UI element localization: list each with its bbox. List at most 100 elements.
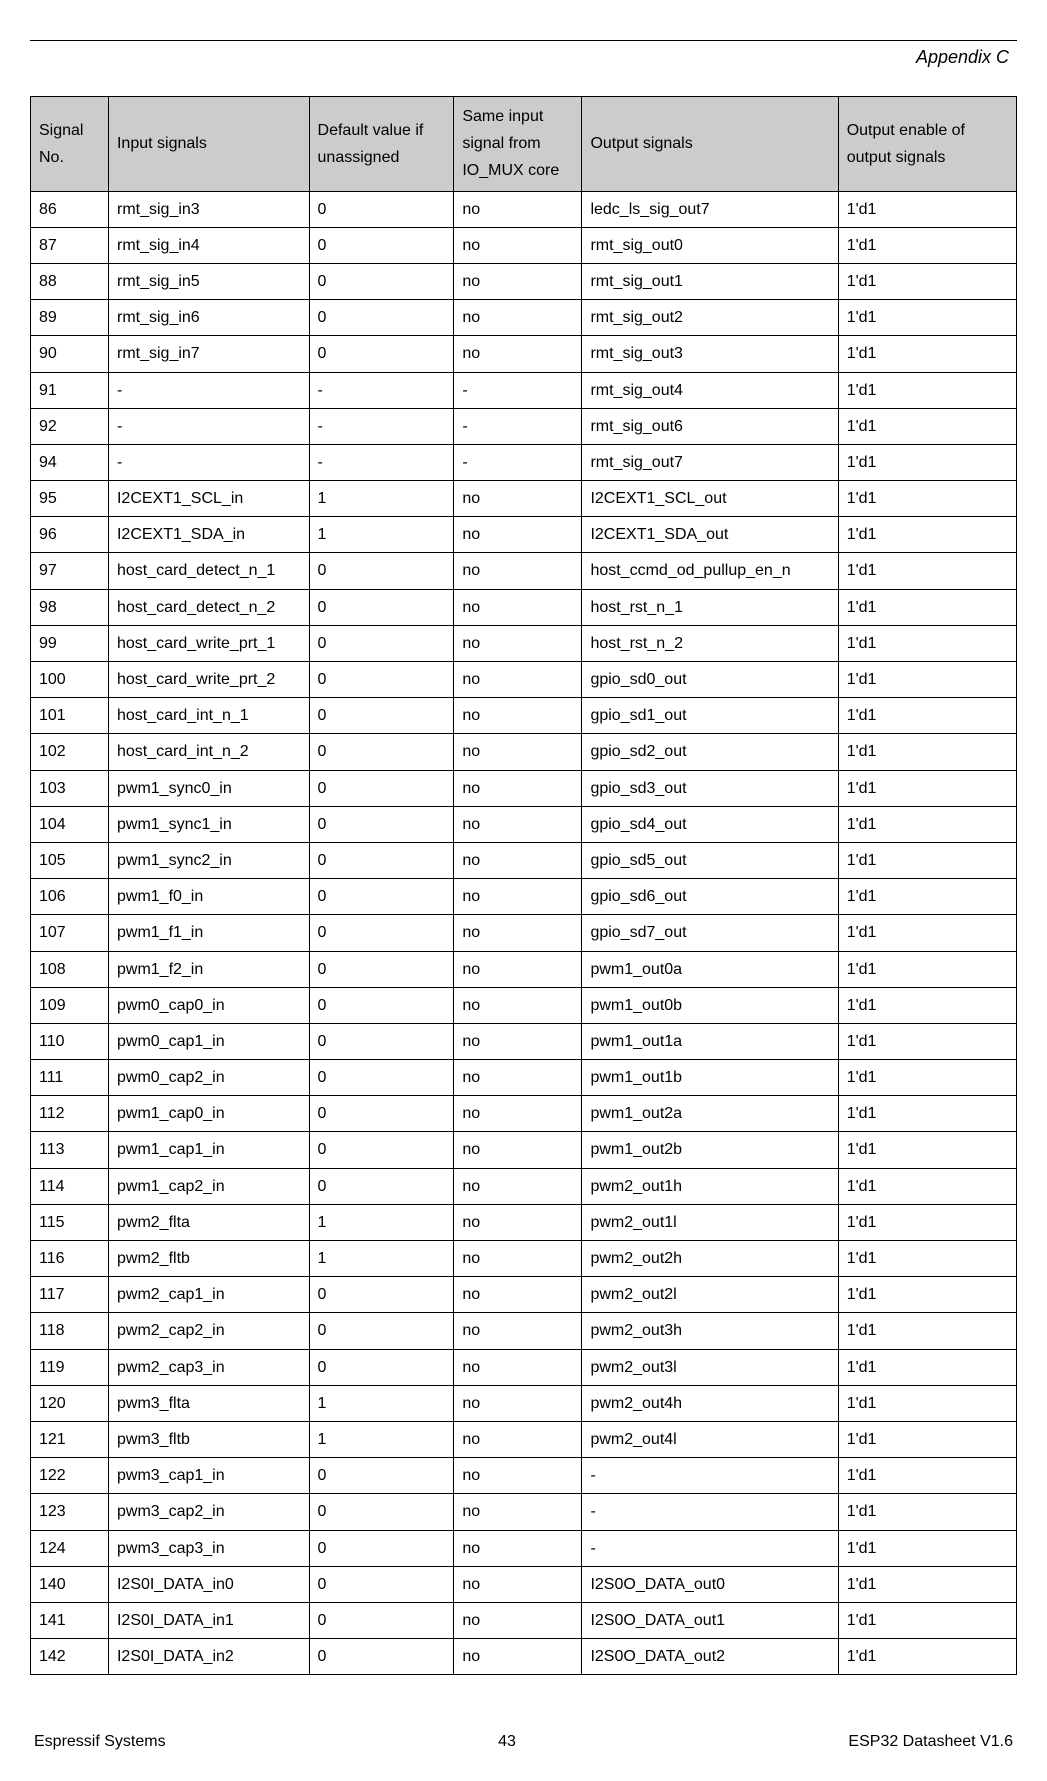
table-cell: 1'd1 <box>838 1530 1016 1566</box>
table-cell: - <box>582 1530 838 1566</box>
table-row: 88rmt_sig_in50normt_sig_out11'd1 <box>31 263 1017 299</box>
table-cell: 1'd1 <box>838 698 1016 734</box>
table-cell: pwm2_out4h <box>582 1385 838 1421</box>
table-cell: ledc_ls_sig_out7 <box>582 191 838 227</box>
table-row: 113pwm1_cap1_in0nopwm1_out2b1'd1 <box>31 1132 1017 1168</box>
table-cell: 0 <box>309 806 454 842</box>
table-cell: I2S0I_DATA_in0 <box>108 1566 309 1602</box>
table-cell: rmt_sig_out6 <box>582 408 838 444</box>
table-cell: 0 <box>309 770 454 806</box>
table-cell: 1'd1 <box>838 1602 1016 1638</box>
table-cell: 1 <box>309 517 454 553</box>
table-cell: 1'd1 <box>838 1421 1016 1457</box>
table-cell: 0 <box>309 553 454 589</box>
table-cell: 140 <box>31 1566 109 1602</box>
table-cell: no <box>454 1060 582 1096</box>
table-cell: pwm1_f0_in <box>108 879 309 915</box>
table-cell: pwm2_out1h <box>582 1168 838 1204</box>
table-cell: rmt_sig_in3 <box>108 191 309 227</box>
table-cell: host_card_detect_n_2 <box>108 589 309 625</box>
table-row: 87rmt_sig_in40normt_sig_out01'd1 <box>31 227 1017 263</box>
table-cell: 101 <box>31 698 109 734</box>
table-cell: 0 <box>309 589 454 625</box>
table-cell: 1'd1 <box>838 625 1016 661</box>
table-cell: 0 <box>309 662 454 698</box>
table-cell: 112 <box>31 1096 109 1132</box>
table-cell: 1'd1 <box>838 987 1016 1023</box>
table-row: 89rmt_sig_in60normt_sig_out21'd1 <box>31 300 1017 336</box>
table-cell: pwm1_sync1_in <box>108 806 309 842</box>
table-cell: 120 <box>31 1385 109 1421</box>
table-cell: 0 <box>309 987 454 1023</box>
table-cell: pwm1_out2a <box>582 1096 838 1132</box>
table-cell: 0 <box>309 915 454 951</box>
table-cell: 1'd1 <box>838 1096 1016 1132</box>
table-cell: I2CEXT1_SDA_out <box>582 517 838 553</box>
table-cell: I2CEXT1_SDA_in <box>108 517 309 553</box>
table-cell: 99 <box>31 625 109 661</box>
table-cell: 1 <box>309 1421 454 1457</box>
table-cell: 1'd1 <box>838 951 1016 987</box>
table-row: 111pwm0_cap2_in0nopwm1_out1b1'd1 <box>31 1060 1017 1096</box>
col-header-output-enable: Output enable of output signals <box>838 97 1016 192</box>
table-cell: 1 <box>309 1241 454 1277</box>
table-row: 99host_card_write_prt_10nohost_rst_n_21'… <box>31 625 1017 661</box>
table-cell: no <box>454 1168 582 1204</box>
table-cell: - <box>309 372 454 408</box>
table-cell: pwm1_out0a <box>582 951 838 987</box>
table-cell: 1 <box>309 481 454 517</box>
table-cell: 1'd1 <box>838 1313 1016 1349</box>
table-cell: - <box>309 408 454 444</box>
table-cell: 106 <box>31 879 109 915</box>
table-cell: no <box>454 1530 582 1566</box>
table-cell: gpio_sd2_out <box>582 734 838 770</box>
table-cell: 1'd1 <box>838 1277 1016 1313</box>
table-row: 97host_card_detect_n_10nohost_ccmd_od_pu… <box>31 553 1017 589</box>
table-cell: host_card_int_n_2 <box>108 734 309 770</box>
table-cell: no <box>454 698 582 734</box>
table-cell: gpio_sd3_out <box>582 770 838 806</box>
table-cell: 1'd1 <box>838 915 1016 951</box>
table-cell: no <box>454 336 582 372</box>
table-cell: 0 <box>309 625 454 661</box>
table-cell: rmt_sig_in5 <box>108 263 309 299</box>
table-cell: no <box>454 589 582 625</box>
table-cell: 0 <box>309 1277 454 1313</box>
table-cell: no <box>454 300 582 336</box>
table-cell: 1'd1 <box>838 770 1016 806</box>
table-cell: pwm1_out1a <box>582 1023 838 1059</box>
footer-right: ESP32 Datasheet V1.6 <box>848 1733 1013 1751</box>
table-cell: I2S0O_DATA_out2 <box>582 1639 838 1675</box>
table-cell: no <box>454 191 582 227</box>
table-cell: no <box>454 987 582 1023</box>
table-cell: pwm2_cap1_in <box>108 1277 309 1313</box>
table-cell: host_card_detect_n_1 <box>108 553 309 589</box>
table-row: 121pwm3_fltb1nopwm2_out4l1'd1 <box>31 1421 1017 1457</box>
table-cell: 1'd1 <box>838 300 1016 336</box>
table-cell: no <box>454 842 582 878</box>
table-cell: 124 <box>31 1530 109 1566</box>
table-cell: - <box>309 444 454 480</box>
table-cell: rmt_sig_out3 <box>582 336 838 372</box>
table-row: 120pwm3_flta1nopwm2_out4h1'd1 <box>31 1385 1017 1421</box>
table-cell: 115 <box>31 1204 109 1240</box>
table-cell: pwm2_out4l <box>582 1421 838 1457</box>
table-cell: rmt_sig_out0 <box>582 227 838 263</box>
table-cell: 1'd1 <box>838 1204 1016 1240</box>
table-cell: 97 <box>31 553 109 589</box>
table-row: 114pwm1_cap2_in0nopwm2_out1h1'd1 <box>31 1168 1017 1204</box>
table-cell: 1'd1 <box>838 1349 1016 1385</box>
table-row: 140I2S0I_DATA_in00noI2S0O_DATA_out01'd1 <box>31 1566 1017 1602</box>
table-cell: 1'd1 <box>838 1639 1016 1675</box>
table-cell: 123 <box>31 1494 109 1530</box>
table-cell: 109 <box>31 987 109 1023</box>
table-cell: 0 <box>309 951 454 987</box>
table-row: 123pwm3_cap2_in0no-1'd1 <box>31 1494 1017 1530</box>
table-cell: 1'd1 <box>838 1494 1016 1530</box>
table-cell: host_card_write_prt_1 <box>108 625 309 661</box>
table-row: 112pwm1_cap0_in0nopwm1_out2a1'd1 <box>31 1096 1017 1132</box>
table-cell: 1'd1 <box>838 553 1016 589</box>
table-cell: 0 <box>309 1313 454 1349</box>
table-cell: pwm2_out3l <box>582 1349 838 1385</box>
table-cell: 1'd1 <box>838 191 1016 227</box>
